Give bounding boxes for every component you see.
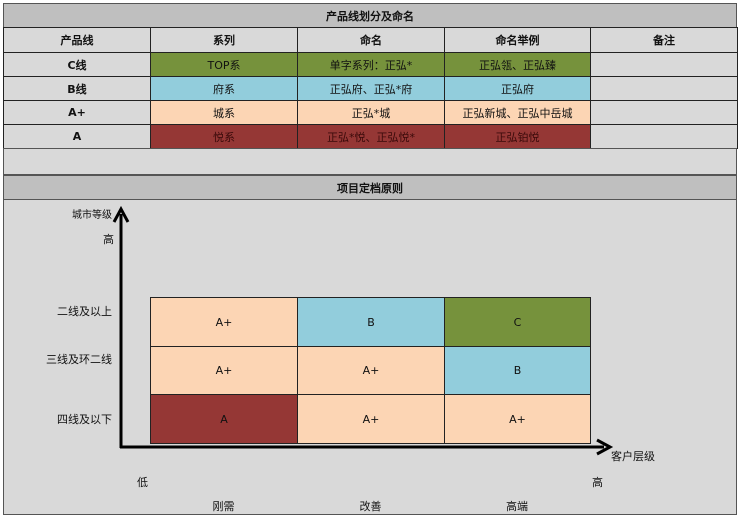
column-header: 备注 bbox=[590, 27, 738, 53]
row-label: 四线及以下 bbox=[57, 413, 112, 426]
y-axis-arrow-icon bbox=[112, 205, 130, 223]
matrix-cell: C bbox=[444, 297, 591, 347]
y-axis-label: 城市等级 bbox=[72, 210, 112, 221]
table-cell-example: 正弘新城、正弘中岳城 bbox=[444, 100, 591, 125]
table-cell-naming: 正弘*悦、正弘悦* bbox=[297, 124, 445, 149]
table-cell-note bbox=[590, 76, 738, 101]
table-cell-series: 府系 bbox=[150, 76, 298, 101]
column-label: 高端 bbox=[506, 500, 528, 513]
row-label: 三线及环二线 bbox=[46, 353, 112, 366]
matrix-cell: A+ bbox=[297, 394, 445, 444]
table-cell-series: 城系 bbox=[150, 100, 298, 125]
column-header: 命名举例 bbox=[444, 27, 591, 53]
x-low-label: 低 bbox=[137, 476, 148, 489]
matrix-cell: A+ bbox=[150, 297, 298, 347]
x-high-label: 高 bbox=[592, 476, 603, 489]
matrix-cell: A+ bbox=[297, 346, 445, 395]
table-cell-line: C线 bbox=[3, 52, 151, 77]
table-cell-example: 正弘瓴、正弘臻 bbox=[444, 52, 591, 77]
table-cell-naming: 正弘府、正弘*府 bbox=[297, 76, 445, 101]
table-cell-line: A+ bbox=[3, 100, 151, 125]
blank-row bbox=[3, 148, 737, 175]
y-high-label: 高 bbox=[103, 233, 114, 246]
table-cell-series: TOP系 bbox=[150, 52, 298, 77]
table-cell-note bbox=[590, 124, 738, 149]
x-axis-arrow-icon bbox=[596, 438, 614, 456]
column-label: 改善 bbox=[359, 500, 382, 513]
row-label: 二线及以上 bbox=[57, 305, 112, 318]
matrix-title: 项目定档原则 bbox=[3, 175, 737, 200]
matrix-cell: A+ bbox=[150, 346, 298, 395]
matrix-cell: B bbox=[444, 346, 591, 395]
x-axis-label: 客户层级 bbox=[611, 450, 655, 463]
column-label: 刚需 bbox=[212, 500, 235, 513]
matrix-cell: B bbox=[297, 297, 445, 347]
table-title: 产品线划分及命名 bbox=[3, 3, 737, 28]
matrix-cell: A+ bbox=[444, 394, 591, 444]
matrix-cell: A bbox=[150, 394, 298, 444]
